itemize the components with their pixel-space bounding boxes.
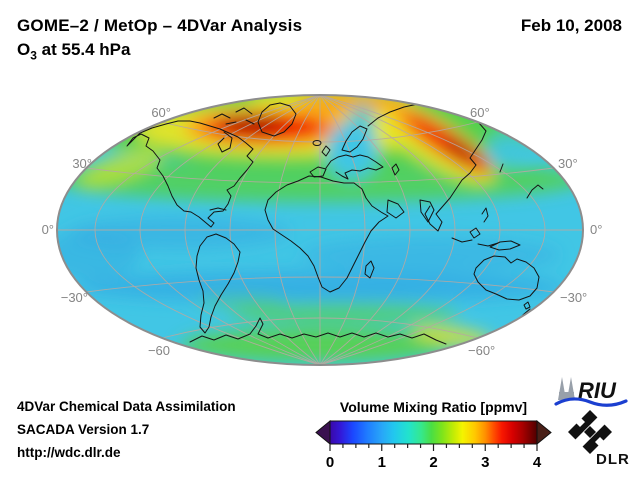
- lat-label-right-m60: −60°: [468, 343, 495, 358]
- colorbar-tick-label: 4: [533, 454, 542, 471]
- colorbar-tick-labels: 0 1 2 3 4: [326, 454, 542, 471]
- ozone-field: [57, 95, 583, 365]
- colorbar-tick-label: 0: [326, 454, 334, 471]
- colorbar-ticks: [329, 444, 538, 451]
- globe-outline: [56, 94, 584, 366]
- lat-label-left-30: 30°: [72, 156, 92, 171]
- plot-title: GOME–2 / MetOp – 4DVar Analysis: [17, 16, 303, 35]
- colorbar-right-arrow-icon: [536, 419, 552, 446]
- colorbar: Volume Mixing Ratio [ppmv] 0 1 2: [315, 399, 552, 471]
- dlr-logo-text: DLR: [596, 451, 630, 468]
- lat-label-left-m30: −30°: [61, 290, 88, 305]
- dlr-logo: DLR: [568, 410, 630, 468]
- formula-o3-subscript: 3: [30, 48, 37, 63]
- footer-line-version: SACADA Version 1.7: [17, 422, 150, 437]
- date-label: Feb 10, 2008: [520, 16, 622, 35]
- lat-label-right-30: 30°: [558, 156, 578, 171]
- formula-o3-base: O: [17, 40, 31, 59]
- cathedral-icon: [558, 377, 575, 400]
- ozone-map: 60° 30° 0° −30° −60 60° 30° 0° −30° −60°: [42, 94, 603, 366]
- lat-label-left-m60: −60: [148, 343, 170, 358]
- lat-label-right-m30: −30°: [560, 290, 587, 305]
- dlr-emblem-icon: [568, 410, 612, 454]
- riu-logo: RIU: [554, 377, 628, 407]
- footer-line-credit: 4DVar Chemical Data Assimilation: [17, 399, 236, 414]
- colorbar-gradient-bar: [329, 420, 538, 445]
- colorbar-tick-label: 3: [481, 454, 489, 471]
- plot-subtitle-rest: at 55.4 hPa: [36, 40, 131, 59]
- riu-wave-icon: [554, 397, 628, 407]
- plot-subtitle: O3 at 55.4 hPa: [17, 40, 130, 62]
- footer-line-url: http://wdc.dlr.de: [17, 445, 121, 460]
- graticule: [57, 95, 583, 365]
- lat-label-right-60: 60°: [470, 105, 490, 120]
- lat-label-left-60: 60°: [151, 105, 171, 120]
- colorbar-tick-label: 2: [429, 454, 437, 471]
- latitude-labels: 60° 30° 0° −30° −60 60° 30° 0° −30° −60°: [42, 105, 603, 358]
- colorbar-tick-label: 1: [378, 454, 386, 471]
- lat-label-left-0: 0°: [42, 222, 54, 237]
- graticule-meridians: [94, 95, 546, 365]
- colorbar-title: Volume Mixing Ratio [ppmv]: [340, 399, 527, 415]
- colorbar-left-arrow-icon: [315, 419, 331, 446]
- lat-label-right-0: 0°: [590, 222, 602, 237]
